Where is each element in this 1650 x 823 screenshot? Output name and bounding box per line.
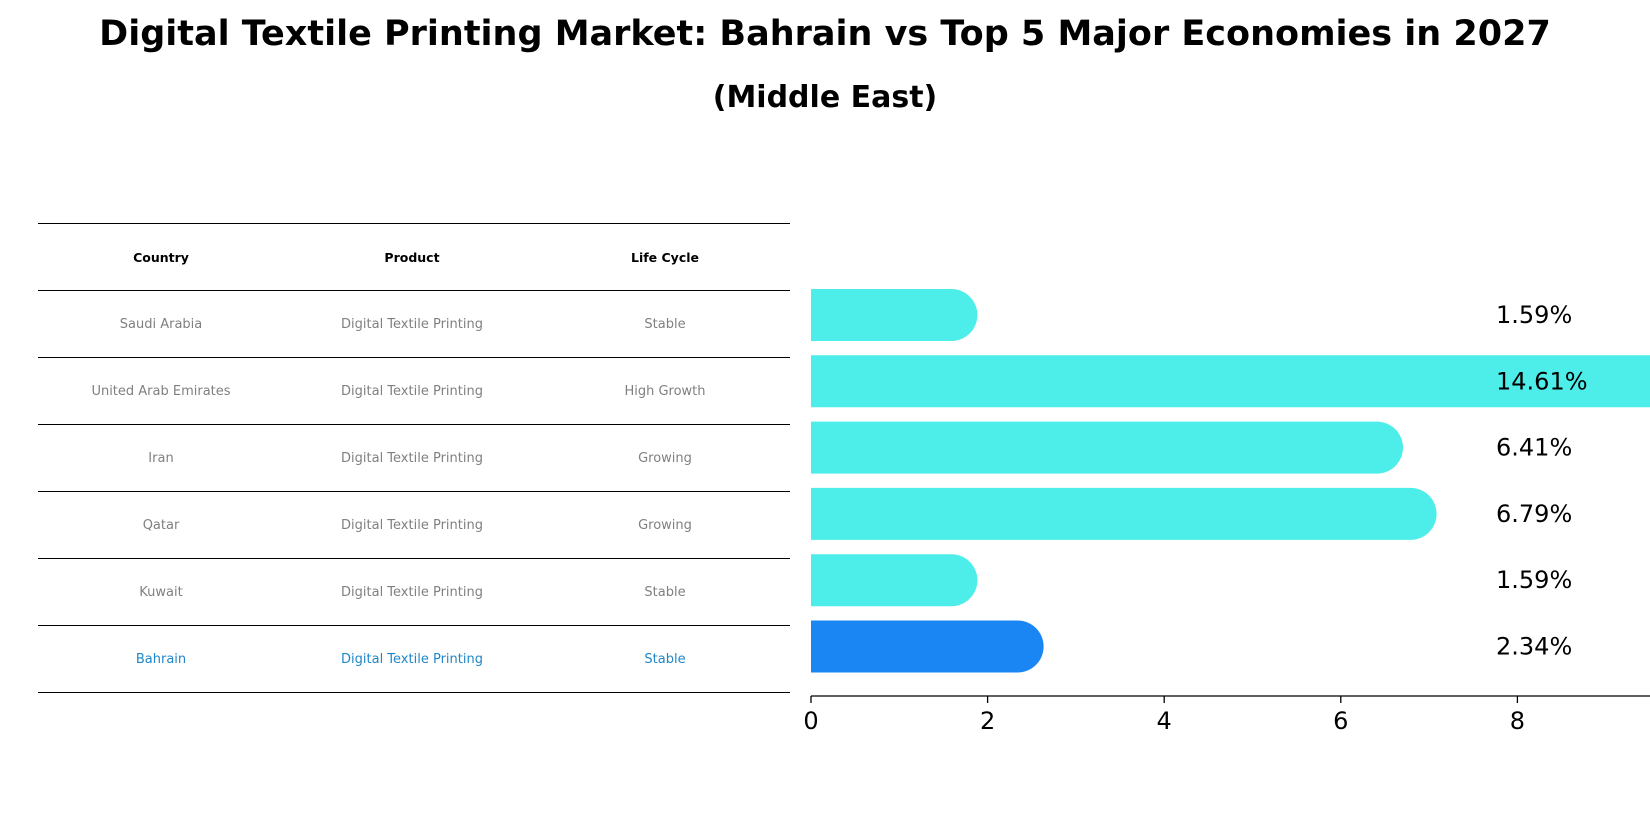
header-life-cycle: Life Cycle: [630, 249, 699, 265]
x-tick-label: 2: [980, 707, 995, 735]
cell-country: Iran: [148, 450, 174, 466]
cell-life-cycle: Growing: [638, 450, 692, 466]
bar-iran: [811, 421, 1404, 474]
chart-subtitle: (Middle East): [712, 80, 938, 115]
cell-life-cycle: High Growth: [624, 383, 706, 399]
bar-kuwait: [811, 554, 978, 607]
table-row: Kuwait Digital Textile Printing Stable: [38, 558, 790, 625]
cell-life-cycle: Stable: [644, 651, 686, 667]
value-label: 14.61%: [1496, 367, 1588, 395]
value-label: 2.34%: [1496, 633, 1572, 661]
cell-country: Bahrain: [135, 651, 187, 667]
bar-qatar: [811, 487, 1437, 540]
x-tick-label: 4: [1157, 707, 1172, 735]
cell-country: Saudi Arabia: [119, 316, 203, 332]
cell-life-cycle: Stable: [644, 584, 686, 600]
x-axis: 02468101214: [803, 695, 1650, 735]
cell-product: Digital Textile Printing: [341, 383, 483, 399]
cell-product: Digital Textile Printing: [341, 651, 483, 667]
cell-product: Digital Textile Printing: [341, 450, 483, 466]
value-label: 6.41%: [1496, 434, 1572, 462]
cell-country: Kuwait: [139, 584, 183, 600]
bar-united-arab-emirates: [811, 355, 1650, 408]
cell-product: Digital Textile Printing: [341, 316, 483, 332]
table-header-row: Country Product Life Cycle: [38, 223, 790, 290]
value-label: 6.79%: [1496, 500, 1572, 528]
value-labels-group: 1.59% 14.61% 6.41% 6.79% 1.59% 2.34%: [1496, 301, 1588, 661]
bar-bahrain: [811, 620, 1044, 673]
bars-group: [811, 289, 1650, 673]
header-country: Country: [133, 249, 189, 265]
x-tick-label: 8: [1510, 707, 1525, 735]
value-label: 1.59%: [1496, 566, 1572, 594]
value-label: 1.59%: [1496, 301, 1572, 329]
header-product: Product: [384, 249, 440, 265]
table-row: United Arab Emirates Digital Textile Pri…: [38, 357, 790, 424]
x-tick-label: 0: [803, 707, 818, 735]
cell-country: Qatar: [142, 517, 180, 533]
chart-title: Digital Textile Printing Market: Bahrain…: [99, 14, 1551, 54]
bar-saudi-arabia: [811, 289, 978, 341]
cell-product: Digital Textile Printing: [341, 517, 483, 533]
cell-product: Digital Textile Printing: [341, 584, 483, 600]
cell-life-cycle: Stable: [644, 316, 686, 332]
table-row: Iran Digital Textile Printing Growing: [38, 424, 790, 491]
table-row-highlight: Bahrain Digital Textile Printing Stable: [38, 625, 790, 693]
x-tick-label: 6: [1333, 707, 1348, 735]
market-table: Country Product Life Cycle Saudi Arabia …: [38, 223, 790, 693]
cell-life-cycle: Growing: [638, 517, 692, 533]
table-row: Qatar Digital Textile Printing Growing: [38, 491, 790, 558]
cell-country: United Arab Emirates: [91, 383, 231, 399]
table-row: Saudi Arabia Digital Textile Printing St…: [38, 290, 790, 357]
